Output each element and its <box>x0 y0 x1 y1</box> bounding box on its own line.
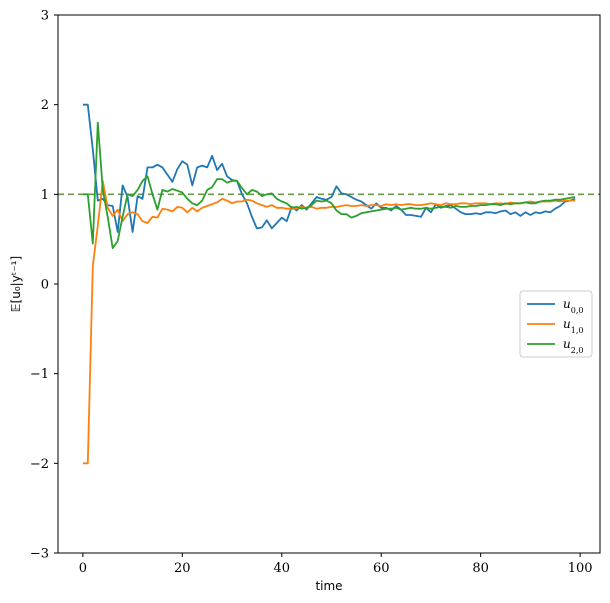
series-line-2 <box>82 121 576 250</box>
series-line-0 <box>82 103 576 233</box>
y-tick-label: 1 <box>41 188 49 203</box>
y-tick-label: −1 <box>30 367 49 382</box>
legend: u0,0 u1,0 u2,0 <box>519 290 593 358</box>
x-tick-label: 20 <box>174 561 191 576</box>
y-tick-label: 0 <box>41 278 49 293</box>
x-axis-title: time <box>315 579 342 593</box>
x-tick-label: 40 <box>273 561 290 576</box>
x-tick-label: 60 <box>373 561 390 576</box>
y-tick-label: −2 <box>30 457 49 472</box>
plot-frame <box>57 14 601 554</box>
x-tick-label: 0 <box>79 561 87 576</box>
axes: 0 20 40 60 80 100 −3 −2 −1 0 1 2 3 <box>30 9 601 576</box>
y-tick-label: 2 <box>41 98 49 113</box>
y-axis-title: 𝔼[u₀|yᵗ⁻¹] <box>9 256 23 312</box>
y-tick-label: −3 <box>30 547 49 562</box>
series-line-1 <box>82 179 576 465</box>
legend-box <box>519 290 593 358</box>
legend-label: u0,0 <box>563 297 583 315</box>
x-tick-label: 80 <box>472 561 489 576</box>
legend-label: u1,0 <box>563 317 583 335</box>
y-tick-label: 3 <box>41 9 49 24</box>
legend-label: u2,0 <box>563 337 583 355</box>
x-tick-label: 100 <box>568 561 593 576</box>
plot-area <box>58 103 600 465</box>
